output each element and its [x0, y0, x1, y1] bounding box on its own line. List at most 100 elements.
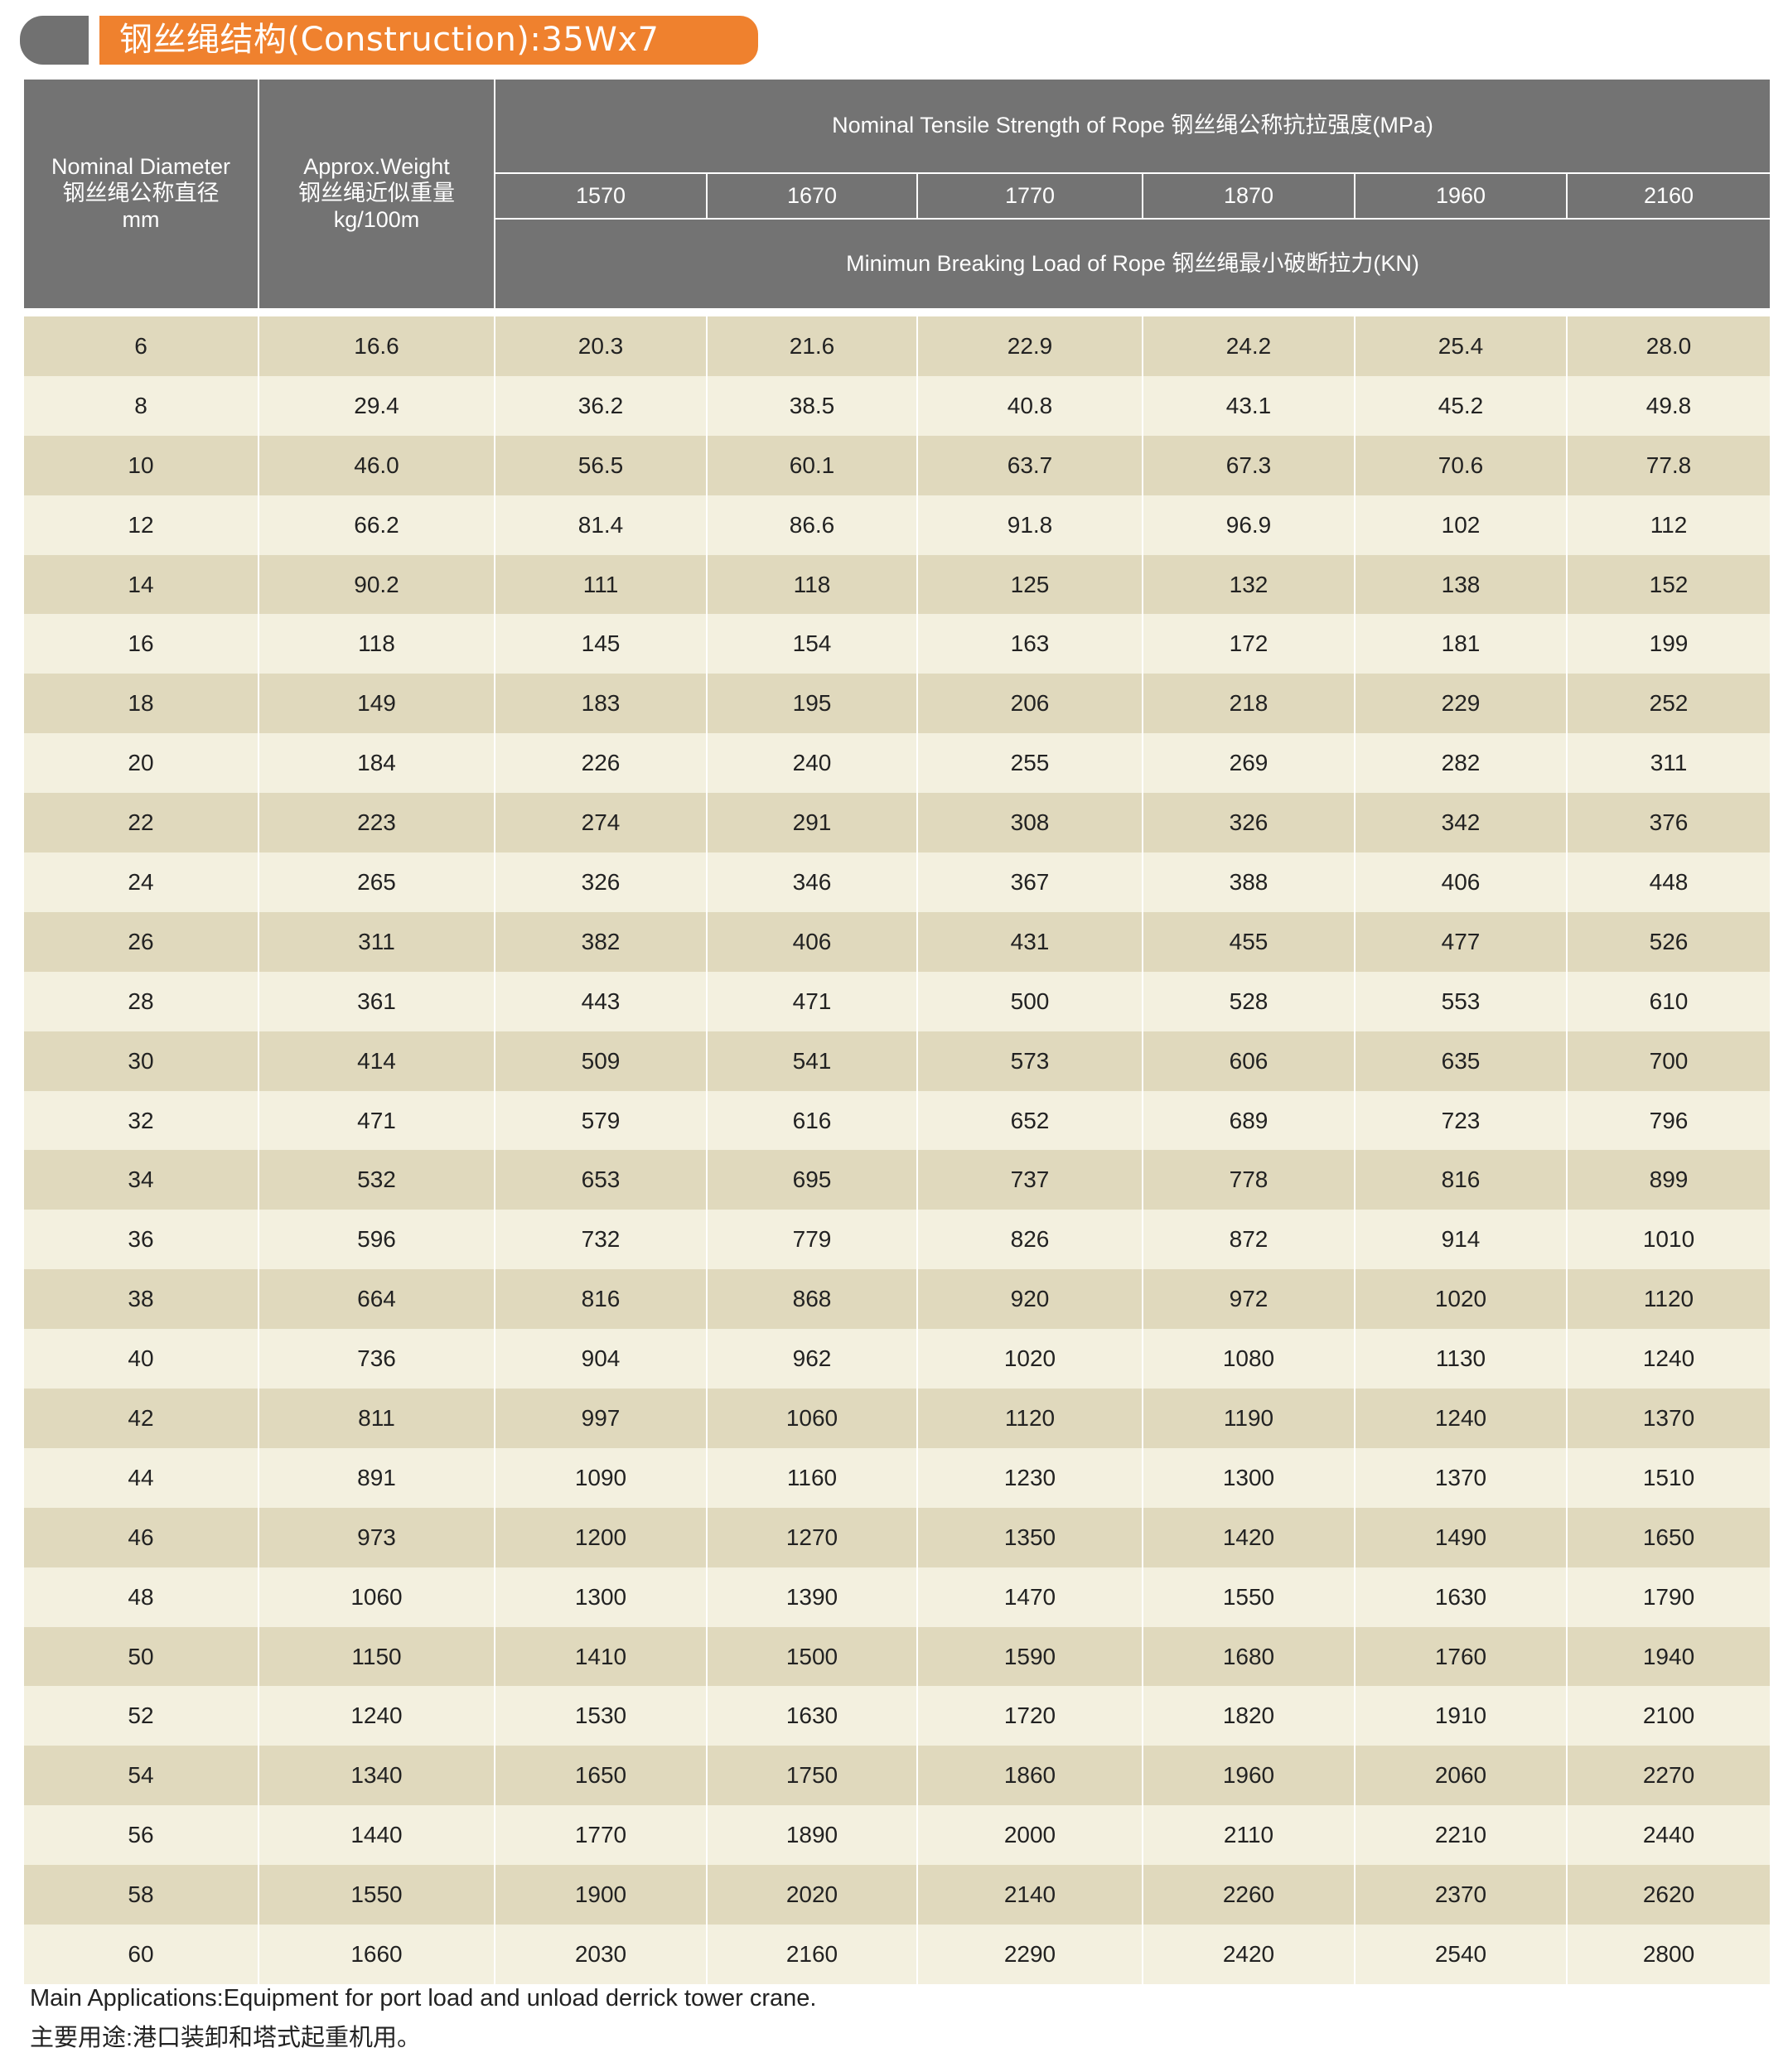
- cell-diameter: 36: [24, 1210, 259, 1270]
- cell-breaking-load: 240: [706, 733, 918, 794]
- cell-breaking-load: 606: [1142, 1031, 1355, 1091]
- cell-breaking-load: 899: [1565, 1150, 1771, 1210]
- cell-breaking-load: 1420: [1142, 1507, 1355, 1567]
- cell-diameter: 44: [24, 1447, 259, 1508]
- cell-breaking-load: 652: [916, 1090, 1143, 1151]
- cell-breaking-load: 2020: [706, 1865, 918, 1925]
- cell-breaking-load: 1630: [1354, 1567, 1568, 1627]
- cell-breaking-load: 796: [1565, 1090, 1771, 1151]
- cell-diameter: 18: [24, 674, 259, 734]
- table-row: 46 973 1200 1270 1350 1420 1490 1650: [24, 1507, 1771, 1567]
- cell-breaking-load: 77.8: [1565, 435, 1771, 495]
- cell-breaking-load: 528: [1142, 971, 1355, 1031]
- cell-weight: 1550: [258, 1865, 495, 1925]
- cell-breaking-load: 2160: [706, 1925, 918, 1984]
- cell-breaking-load: 118: [706, 554, 918, 615]
- cell-diameter: 28: [24, 971, 259, 1031]
- cell-breaking-load: 779: [706, 1210, 918, 1270]
- cell-breaking-load: 737: [916, 1150, 1143, 1210]
- table-row: 58 1550 1900 2020 2140 2260 2370 2620: [24, 1865, 1771, 1925]
- cell-diameter: 42: [24, 1389, 259, 1448]
- cell-weight: 1150: [258, 1626, 495, 1687]
- cell-diameter: 34: [24, 1150, 259, 1210]
- cell-weight: 471: [258, 1090, 495, 1151]
- cell-breaking-load: 70.6: [1354, 435, 1568, 495]
- cell-breaking-load: 152: [1565, 554, 1771, 615]
- cell-breaking-load: 689: [1142, 1090, 1355, 1151]
- cell-breaking-load: 635: [1354, 1031, 1568, 1091]
- header-diameter-zh: 钢丝绳公称直径: [62, 181, 220, 206]
- cell-breaking-load: 2140: [916, 1865, 1143, 1925]
- table-row: 34 532 653 695 737 778 816 899: [24, 1150, 1771, 1210]
- cell-breaking-load: 872: [1142, 1210, 1355, 1270]
- cell-weight: 90.2: [258, 554, 495, 615]
- cell-breaking-load: 1080: [1142, 1329, 1355, 1389]
- cell-breaking-load: 376: [1565, 793, 1771, 853]
- cell-breaking-load: 1410: [494, 1626, 708, 1687]
- cell-weight: 1660: [258, 1925, 495, 1984]
- cell-breaking-load: 1940: [1565, 1626, 1771, 1687]
- table-row: 60 1660 2030 2160 2290 2420 2540 2800: [24, 1925, 1771, 1984]
- cell-diameter: 20: [24, 733, 259, 794]
- cell-breaking-load: 723: [1354, 1090, 1568, 1151]
- cell-breaking-load: 443: [494, 971, 708, 1031]
- cell-diameter: 10: [24, 435, 259, 495]
- cell-breaking-load: 2000: [916, 1805, 1143, 1866]
- cell-breaking-load: 406: [1354, 852, 1568, 912]
- cell-breaking-load: 86.6: [706, 495, 918, 555]
- table-row: 54 1340 1650 1750 1860 1960 2060 2270: [24, 1746, 1771, 1806]
- header-tensile-strength: Nominal Tensile Strength of Rope 钢丝绳公称抗拉…: [493, 80, 1771, 174]
- cell-weight: 664: [258, 1269, 495, 1330]
- header-grade: 1570: [495, 172, 708, 220]
- cell-breaking-load: 81.4: [494, 495, 708, 555]
- cell-breaking-load: 138: [1354, 554, 1568, 615]
- cell-weight: 118: [258, 614, 495, 674]
- cell-breaking-load: 972: [1142, 1269, 1355, 1330]
- cell-breaking-load: 1650: [1565, 1507, 1771, 1567]
- cell-breaking-load: 226: [494, 733, 708, 794]
- cell-breaking-load: 382: [494, 911, 708, 972]
- table-row: 30 414 509 541 573 606 635 700: [24, 1031, 1771, 1091]
- cell-breaking-load: 962: [706, 1329, 918, 1389]
- cell-breaking-load: 2060: [1354, 1746, 1568, 1806]
- title-decoration: [20, 16, 89, 65]
- cell-diameter: 54: [24, 1746, 259, 1806]
- cell-breaking-load: 45.2: [1354, 375, 1568, 436]
- cell-breaking-load: 2420: [1142, 1925, 1355, 1984]
- cell-breaking-load: 96.9: [1142, 495, 1355, 555]
- cell-weight: 1240: [258, 1686, 495, 1746]
- cell-breaking-load: 2620: [1565, 1865, 1771, 1925]
- cell-breaking-load: 1370: [1565, 1389, 1771, 1448]
- cell-breaking-load: 56.5: [494, 435, 708, 495]
- cell-breaking-load: 229: [1354, 674, 1568, 734]
- cell-diameter: 46: [24, 1507, 259, 1567]
- table-row: 10 46.0 56.5 60.1 63.7 67.3 70.6 77.8: [24, 435, 1771, 495]
- cell-breaking-load: 471: [706, 971, 918, 1031]
- cell-breaking-load: 526: [1565, 911, 1771, 972]
- cell-diameter: 24: [24, 852, 259, 912]
- cell-breaking-load: 1590: [916, 1626, 1143, 1687]
- cell-breaking-load: 1190: [1142, 1389, 1355, 1448]
- cell-breaking-load: 1370: [1354, 1447, 1568, 1508]
- cell-breaking-load: 1860: [916, 1746, 1143, 1806]
- cell-breaking-load: 172: [1142, 614, 1355, 674]
- cell-weight: 46.0: [258, 435, 495, 495]
- header-diameter-unit: mm: [122, 206, 160, 232]
- table-row: 38 664 816 868 920 972 1020 1120: [24, 1269, 1771, 1330]
- cell-weight: 29.4: [258, 375, 495, 436]
- cell-breaking-load: 1120: [1565, 1269, 1771, 1330]
- cell-weight: 223: [258, 793, 495, 853]
- cell-breaking-load: 291: [706, 793, 918, 853]
- table-row: 28 361 443 471 500 528 553 610: [24, 971, 1771, 1031]
- table-row: 40 736 904 962 1020 1080 1130 1240: [24, 1329, 1771, 1389]
- cell-breaking-load: 67.3: [1142, 435, 1355, 495]
- cell-breaking-load: 274: [494, 793, 708, 853]
- cell-breaking-load: 1630: [706, 1686, 918, 1746]
- cell-breaking-load: 1160: [706, 1447, 918, 1508]
- cell-diameter: 22: [24, 793, 259, 853]
- cell-breaking-load: 1090: [494, 1447, 708, 1508]
- cell-breaking-load: 1350: [916, 1507, 1143, 1567]
- table-row: 26 311 382 406 431 455 477 526: [24, 911, 1771, 972]
- cell-breaking-load: 125: [916, 554, 1143, 615]
- cell-diameter: 32: [24, 1090, 259, 1151]
